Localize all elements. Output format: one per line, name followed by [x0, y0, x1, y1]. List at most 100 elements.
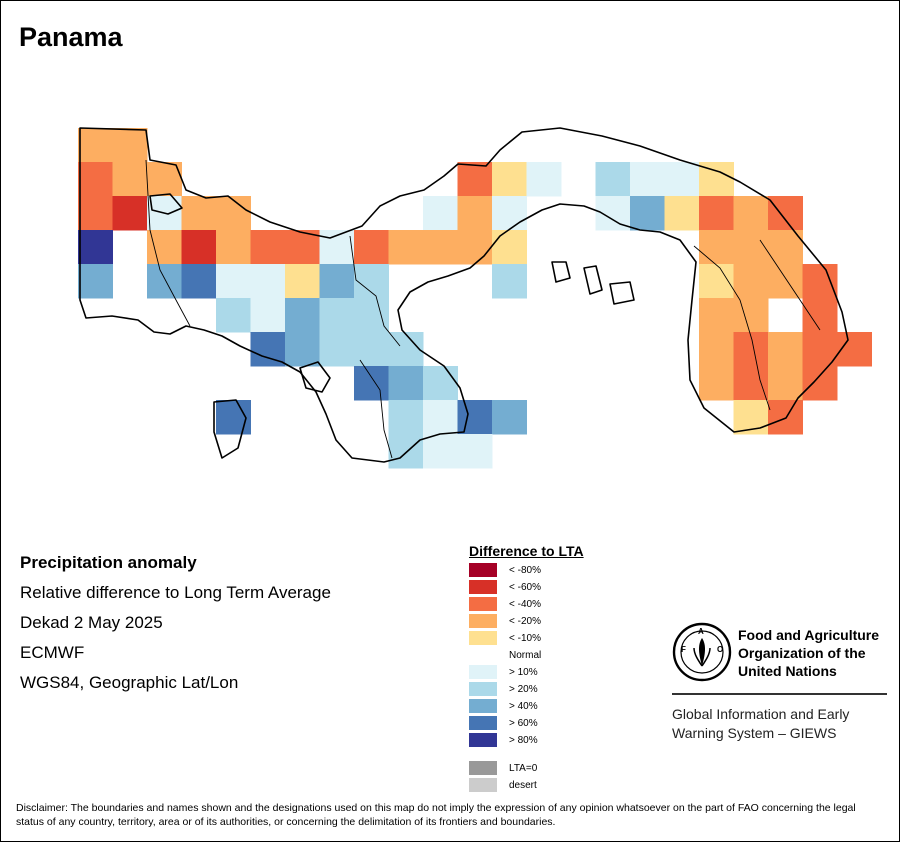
anomaly-cell-lt60: [181, 230, 217, 265]
legend-item-lt40: < -40%: [469, 597, 541, 611]
anomaly-cell-gt40: [78, 264, 113, 299]
anomaly-cell-gt20: [388, 332, 424, 367]
anomaly-cell-gt20: [354, 264, 389, 299]
legend-swatch: [469, 563, 497, 577]
legend-item-lt80: < -80%: [469, 563, 541, 577]
anomaly-cell-gt60: [457, 400, 493, 435]
anomaly-cell-lt40: [802, 264, 838, 299]
info-heading: Precipitation anomaly: [20, 553, 197, 572]
info-line-3: ECMWF: [20, 643, 85, 662]
giews-label: Global Information and Early Warning Sys…: [672, 706, 850, 741]
anomaly-cell-lt20: [147, 230, 182, 265]
legend-label: < -40%: [509, 598, 541, 610]
anomaly-cell-lt20: [112, 162, 148, 197]
anomaly-cell-gt40: [147, 264, 182, 299]
anomaly-cell-lt20: [216, 196, 251, 231]
anomaly-cell-gt40: [492, 400, 527, 435]
map-title: Panama: [19, 22, 123, 52]
anomaly-cell-lt10: [492, 162, 527, 197]
anomaly-cell-gt20: [354, 298, 389, 333]
emblem-letter-o: O: [717, 645, 723, 654]
anomaly-cell-lt20: [147, 162, 182, 197]
anomaly-cell-lt40: [837, 332, 872, 367]
legend-item-gt10: > 10%: [469, 665, 538, 679]
anomaly-cell-lt20: [78, 128, 113, 163]
legend-item-lt60: < -60%: [469, 580, 541, 594]
legend-swatch: [469, 682, 497, 696]
legend-label: Normal: [509, 649, 542, 661]
anomaly-cell-lt20: [699, 366, 734, 401]
anomaly-cell-lt20: [388, 230, 424, 265]
legend-item-normal: Normal: [469, 648, 541, 662]
province-line-central: [349, 235, 401, 347]
legend-label: desert: [509, 779, 537, 791]
anomaly-cell-lt40: [733, 366, 769, 401]
province-boundaries: [145, 159, 821, 459]
legend-swatch: [469, 716, 497, 730]
anomaly-cell-gt20: [216, 298, 251, 333]
map-canvas: [78, 127, 872, 469]
anomaly-cell-lt20: [457, 196, 493, 231]
legend-swatch: [469, 614, 497, 628]
legend-label: > 10%: [509, 666, 538, 678]
info-line-1: Relative difference to Long Term Average: [20, 583, 331, 602]
anomaly-cell-gt10: [664, 162, 700, 197]
anomaly-grid: [78, 128, 872, 469]
anomaly-cell-lt20: [733, 230, 769, 265]
anomaly-cell-lt20: [733, 264, 769, 299]
legend-label: < -80%: [509, 564, 541, 576]
anomaly-cell-gt10: [423, 434, 458, 469]
legend-swatch: [469, 778, 497, 792]
anomaly-cell-gt10: [457, 434, 493, 469]
country-outline: [79, 127, 849, 463]
anomaly-cell-lt40: [699, 196, 734, 231]
mainland-boundary: [79, 127, 849, 463]
anomaly-cell-gt10: [250, 298, 286, 333]
disclaimer: Disclaimer: The boundaries and names sho…: [16, 802, 856, 828]
islands-east: [583, 265, 635, 305]
anomaly-cell-lt20: [733, 298, 769, 333]
anomaly-cell-lt40: [802, 332, 838, 367]
legend-item-lt10: < -10%: [469, 631, 541, 645]
legend-item-gt40: > 40%: [469, 699, 538, 713]
legend-swatch: [469, 699, 497, 713]
anomaly-cell-lt40: [802, 366, 838, 401]
anomaly-cell-gt40: [285, 298, 320, 333]
anomaly-cell-gt10: [492, 196, 527, 231]
province-line-azuero: [359, 359, 393, 459]
anomaly-cell-gt20: [388, 434, 424, 469]
pearl-islands: [551, 261, 571, 283]
legend-label: LTA=0: [509, 762, 538, 774]
anomaly-cell-lt40: [78, 162, 113, 197]
anomaly-cell-lt20: [699, 298, 734, 333]
anomaly-cell-gt10: [216, 264, 251, 299]
azuero-inlet: [299, 361, 331, 393]
legend-label: > 60%: [509, 717, 538, 729]
info-line-4: WGS84, Geographic Lat/Lon: [20, 673, 239, 692]
anomaly-cell-lt10: [664, 196, 700, 231]
legend-label: > 40%: [509, 700, 538, 712]
legend-swatch: [469, 580, 497, 594]
fao-logo-icon: F A O: [672, 622, 732, 682]
anomaly-cell-gt40: [388, 366, 424, 401]
emblem-letter-f: F: [681, 645, 686, 654]
anomaly-cell-lt40: [768, 196, 803, 231]
anomaly-cell-gt10: [250, 264, 286, 299]
anomaly-cell-gt40: [319, 264, 355, 299]
legend-label: < -60%: [509, 581, 541, 593]
legend-item-lta0: LTA=0: [469, 761, 537, 775]
logo-divider: [672, 693, 887, 695]
anomaly-cell-lt10: [285, 264, 320, 299]
province-line-darien: [693, 245, 771, 411]
anomaly-cell-gt20: [492, 264, 527, 299]
legend-swatch: [469, 648, 497, 662]
legend-swatch: [469, 631, 497, 645]
legend-swatch: [469, 665, 497, 679]
anomaly-cell-lt40: [768, 400, 803, 435]
anomaly-cell-lt40: [78, 196, 113, 231]
map-info: Precipitation anomaly Relative differenc…: [20, 548, 331, 698]
anomaly-cell-lt20: [768, 264, 803, 299]
legend-swatch: [469, 597, 497, 611]
anomaly-cell-gt20: [423, 366, 458, 401]
anomaly-cell-gt10: [423, 400, 458, 435]
